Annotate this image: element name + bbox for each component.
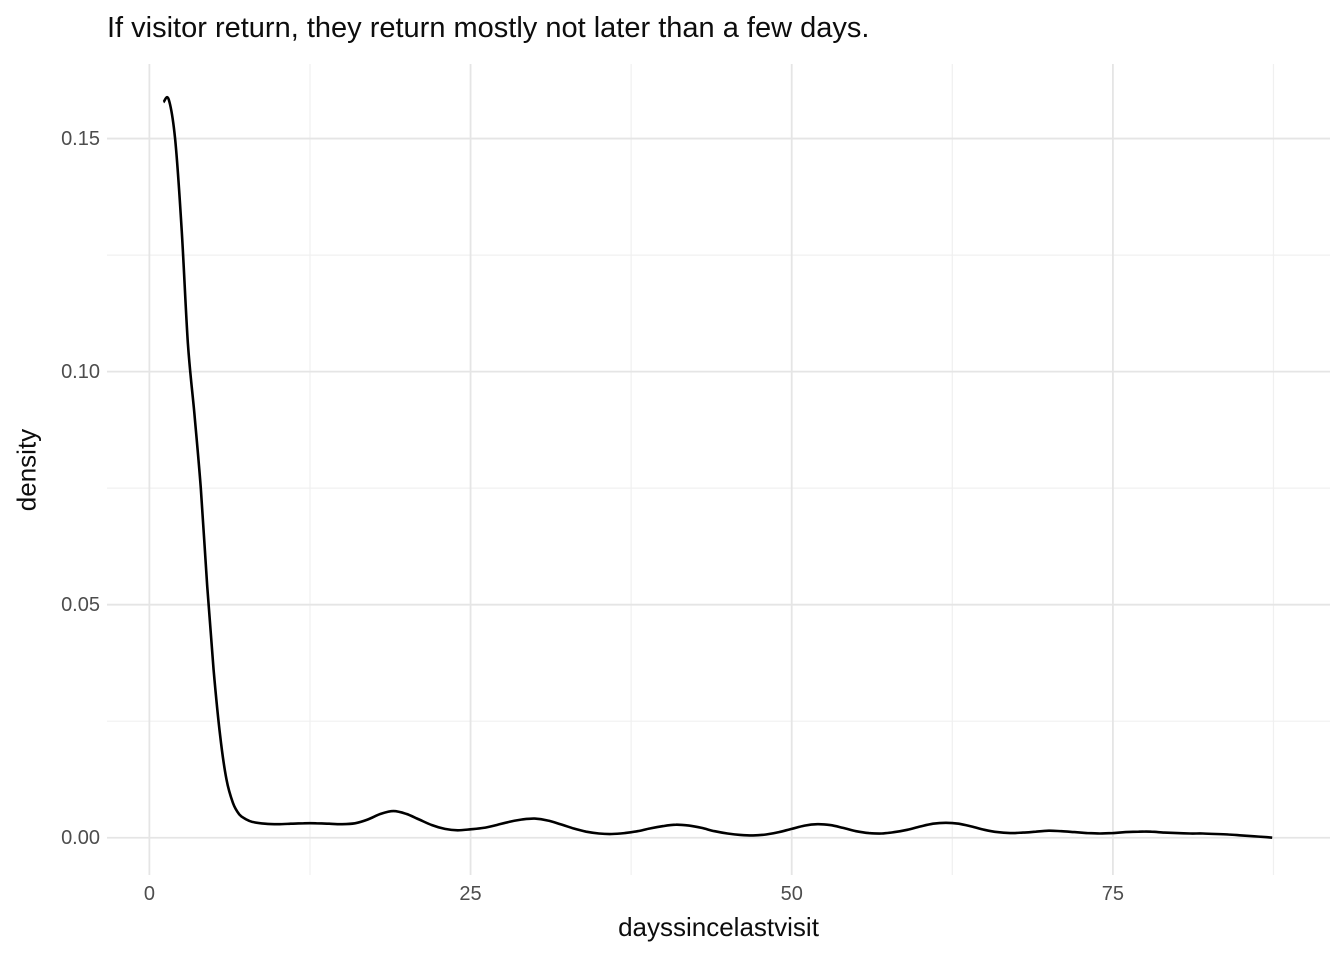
- y-tick-label: 0.15: [61, 127, 100, 150]
- y-tick-label: 0.00: [61, 826, 100, 849]
- x-tick-label: 25: [459, 883, 482, 905]
- series-layer: [162, 95, 1273, 839]
- x-axis-title: dayssincelastvisit: [618, 912, 819, 942]
- x-tick-label: 0: [143, 883, 155, 905]
- y-axis-title: density: [11, 428, 42, 512]
- density-curve: [162, 95, 1273, 839]
- plot-title: If visitor return, they return mostly no…: [107, 12, 870, 44]
- y-tick-label: 0.10: [61, 360, 100, 383]
- x-tick-label: 75: [1101, 883, 1125, 905]
- major-gridlines: [107, 64, 1330, 875]
- minor-gridlines: [107, 64, 1330, 875]
- y-tick-label: 0.05: [61, 593, 100, 616]
- x-tick-label: 50: [780, 883, 803, 905]
